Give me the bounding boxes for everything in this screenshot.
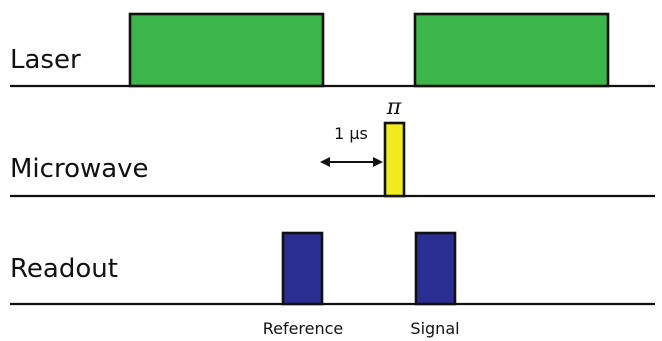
- pi-pulse-label: π: [386, 95, 402, 120]
- readout-signal-pulse: [414, 231, 457, 306]
- readout-label: Readout: [10, 254, 118, 284]
- reference-label: Reference: [263, 319, 344, 338]
- readout-reference-pulse: [281, 231, 324, 306]
- laser-pulse-1: [128, 12, 325, 88]
- microwave-label: Microwave: [10, 154, 149, 184]
- laser-pulse-2: [413, 12, 610, 88]
- signal-label: Signal: [410, 319, 459, 338]
- delay-label: 1 µs: [334, 124, 368, 143]
- microwave-pi-pulse: [383, 121, 406, 198]
- laser-label: Laser: [10, 45, 81, 75]
